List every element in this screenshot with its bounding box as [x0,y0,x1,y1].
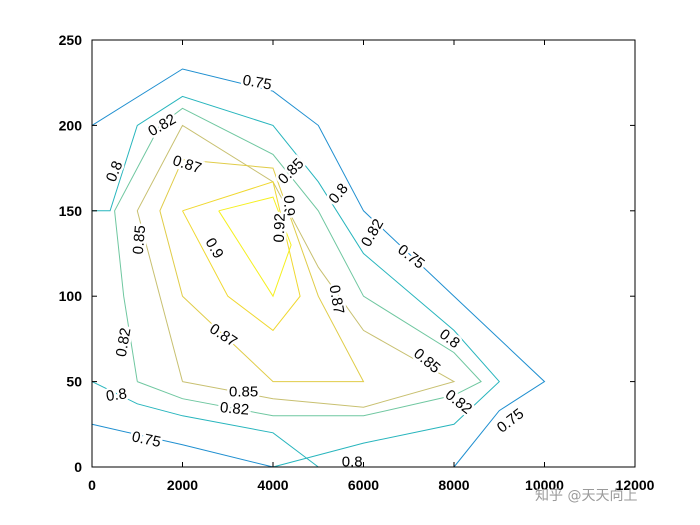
contour-label-0_92-0: 0.92 [271,213,289,243]
contour-line-0_75-0 [91,68,546,468]
x-tick-label-2: 4000 [257,477,288,493]
y-tick-label-2: 100 [59,288,83,304]
contour-label-0_82-3: 0.82 [219,399,250,418]
contour-label-0_9-0: 0.9 [280,195,298,216]
x-tick-label-4: 8000 [438,477,469,493]
y-tick-label-1: 50 [66,374,82,390]
y-axis-ticks: 0 50 100 150 200 250 [59,32,635,475]
contour-label-0_85-2: 0.85 [229,383,258,400]
contour-label-0_85-1: 0.85 [130,225,149,256]
contour-line-0_9-0 [182,181,301,332]
contour-line-0_75-1 [91,423,274,468]
y-tick-label-4: 200 [59,117,83,133]
contour-line-0_92-0 [218,196,292,298]
watermark: 知乎 @天天向上 [535,487,637,504]
contour-line-0_85-0 [136,124,456,408]
contour-line-0_87-0 [159,159,365,383]
contour-label-0_8-1: 0.8 [105,385,128,405]
y-tick-label-5: 250 [59,32,83,48]
contour-line-0_82-0 [114,107,482,417]
contour-label-0_75-0: 0.75 [241,72,273,94]
contour-line-0_8-1 [91,381,319,468]
contour-label-0_8-4: 0.8 [342,453,363,470]
x-axis-ticks: 0 2000 4000 6000 8000 10000 12000 [88,40,655,493]
x-tick-label-1: 2000 [167,477,198,493]
y-tick-label-3: 150 [59,203,83,219]
x-tick-label-5: 10000 [525,477,564,493]
x-tick-label-3: 6000 [348,477,379,493]
y-tick-label-0: 0 [74,459,82,475]
contour-line-0_8-0 [92,95,500,468]
x-tick-label-6: 12000 [616,477,655,493]
contour-lines [91,68,546,468]
x-tick-label-0: 0 [88,477,96,493]
